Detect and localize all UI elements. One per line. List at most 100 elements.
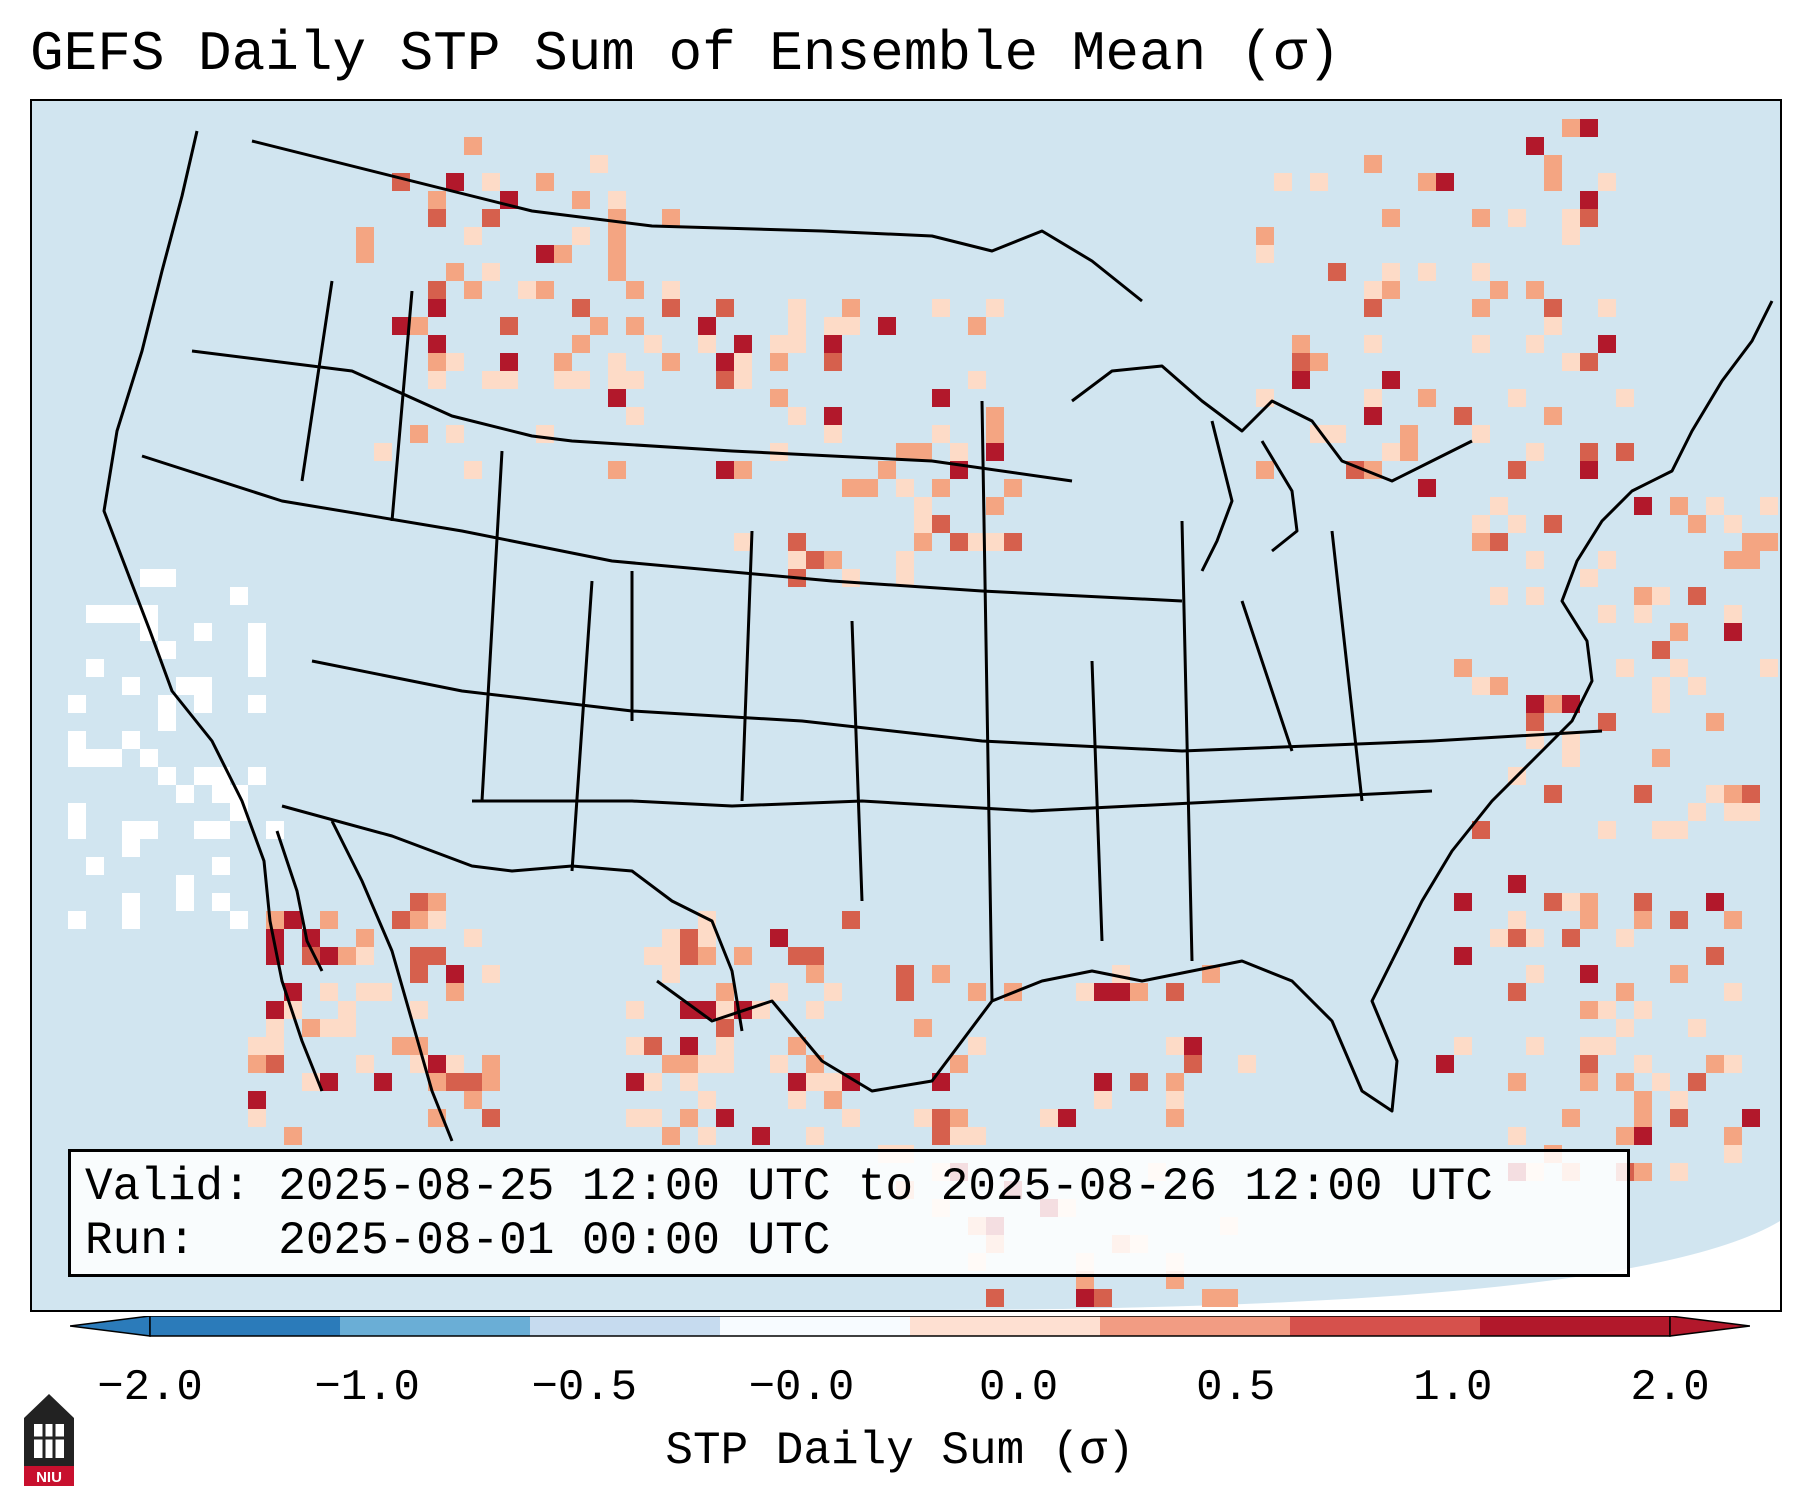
anomaly-cell <box>1310 353 1328 371</box>
anomaly-cell <box>482 1055 500 1073</box>
anomaly-cell <box>1202 1289 1220 1307</box>
anomaly-cell <box>158 767 176 785</box>
anomaly-cell <box>572 335 590 353</box>
anomaly-cell <box>1742 551 1760 569</box>
anomaly-cell <box>464 1091 482 1109</box>
anomaly-cell <box>428 299 446 317</box>
anomaly-cell <box>1706 497 1724 515</box>
anomaly-cell <box>734 371 752 389</box>
anomaly-cell <box>1490 929 1508 947</box>
anomaly-cell <box>1544 299 1562 317</box>
anomaly-cell <box>968 371 986 389</box>
anomaly-cell <box>1490 497 1508 515</box>
anomaly-cell <box>1526 965 1544 983</box>
anomaly-cell <box>248 767 266 785</box>
anomaly-cell <box>122 911 140 929</box>
anomaly-cell <box>1418 389 1436 407</box>
anomaly-cell <box>1580 119 1598 137</box>
anomaly-cell <box>1598 821 1616 839</box>
anomaly-cell <box>716 1055 734 1073</box>
anomaly-cell <box>1598 335 1616 353</box>
anomaly-cell <box>788 947 806 965</box>
anomaly-cell <box>1724 515 1742 533</box>
anomaly-cell <box>932 1127 950 1145</box>
anomaly-cell <box>536 281 554 299</box>
coastline-east <box>1390 300 1774 962</box>
anomaly-cell <box>680 1055 698 1073</box>
anomaly-cell <box>536 245 554 263</box>
anomaly-cell <box>788 407 806 425</box>
run-label: Run: <box>85 1215 196 1267</box>
anomaly-cell <box>788 533 806 551</box>
anomaly-cell <box>194 677 212 695</box>
anomaly-cell <box>590 155 608 173</box>
anomaly-cell <box>842 1073 860 1091</box>
anomaly-cell <box>1634 587 1652 605</box>
anomaly-cell <box>644 335 662 353</box>
anomaly-cell <box>698 929 716 947</box>
anomaly-cell <box>1310 173 1328 191</box>
anomaly-cell <box>140 749 158 767</box>
anomaly-cell <box>536 425 554 443</box>
anomaly-cell <box>158 713 176 731</box>
anomaly-cell <box>1526 551 1544 569</box>
anomaly-cell <box>824 551 842 569</box>
anomaly-cell <box>1706 893 1724 911</box>
anomaly-cell <box>734 335 752 353</box>
anomaly-cell <box>1688 1019 1706 1037</box>
anomaly-cell <box>1652 749 1670 767</box>
anomaly-cell <box>1382 281 1400 299</box>
colorbar-extend-low <box>70 1316 151 1337</box>
anomaly-cell <box>572 227 590 245</box>
anomaly-cell <box>986 497 1004 515</box>
anomaly-cell <box>1616 443 1634 461</box>
anomaly-cell <box>1652 587 1670 605</box>
anomaly-cell <box>824 317 842 335</box>
anomaly-cell <box>1634 1091 1652 1109</box>
anomaly-cell <box>1634 1163 1652 1181</box>
anomaly-cell <box>410 425 428 443</box>
colorbar-segment <box>530 1316 721 1336</box>
anomaly-cell <box>392 1037 410 1055</box>
anomaly-cell <box>1292 371 1310 389</box>
anomaly-cell <box>950 533 968 551</box>
anomaly-cell <box>842 299 860 317</box>
anomaly-cell <box>320 911 338 929</box>
anomaly-cell <box>1634 1001 1652 1019</box>
anomaly-cell <box>356 929 374 947</box>
anomaly-cell <box>1616 1073 1634 1091</box>
anomaly-cell <box>374 983 392 1001</box>
anomaly-cell <box>914 515 932 533</box>
anomaly-cell <box>104 605 122 623</box>
anomaly-cell <box>1670 965 1688 983</box>
anomaly-cell <box>1562 749 1580 767</box>
anomaly-cell <box>1724 623 1742 641</box>
anomaly-cell <box>1328 425 1346 443</box>
anomaly-cell <box>1526 695 1544 713</box>
anomaly-cell <box>1670 1163 1688 1181</box>
anomaly-cell <box>626 1037 644 1055</box>
anomaly-cell <box>86 659 104 677</box>
anomaly-cell <box>1562 209 1580 227</box>
anomaly-cell <box>1418 479 1436 497</box>
anomaly-cell <box>986 299 1004 317</box>
anomaly-cell <box>1544 173 1562 191</box>
anomaly-cell <box>734 353 752 371</box>
anomaly-cell <box>986 425 1004 443</box>
anomaly-cell <box>1742 533 1760 551</box>
anomaly-cell <box>500 353 518 371</box>
anomaly-cell <box>464 227 482 245</box>
anomaly-cell <box>266 1019 284 1037</box>
anomaly-cell <box>536 173 554 191</box>
anomaly-cell <box>1670 1091 1688 1109</box>
anomaly-cell <box>1634 893 1652 911</box>
anomaly-cell <box>1544 785 1562 803</box>
anomaly-cell <box>968 983 986 1001</box>
anomaly-cell <box>176 875 194 893</box>
figure-title: GEFS Daily STP Sum of Ensemble Mean (σ) <box>30 22 1341 86</box>
anomaly-cell <box>1526 137 1544 155</box>
anomaly-cell <box>86 605 104 623</box>
colorbar-tick-label: −1.0 <box>314 1363 420 1413</box>
anomaly-cell <box>338 1019 356 1037</box>
anomaly-cell <box>1670 1109 1688 1127</box>
